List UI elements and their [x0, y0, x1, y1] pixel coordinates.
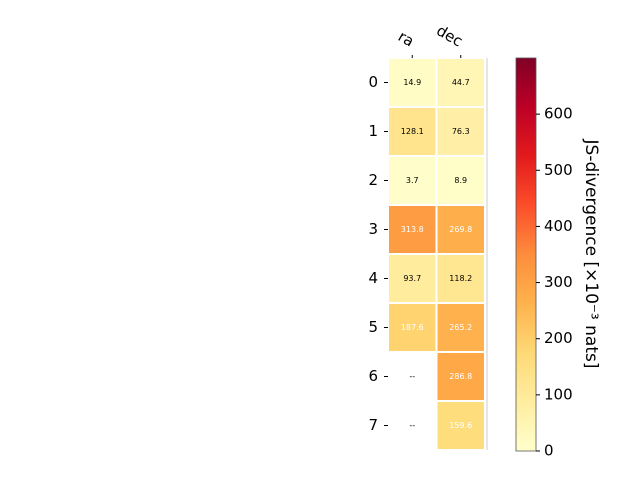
row-label: 6 — [368, 367, 378, 385]
column-label: dec — [433, 21, 465, 50]
heatmap-cell — [437, 157, 484, 204]
cell-value-label: 187.6 — [401, 323, 424, 332]
colorbar-tick-label: 0 — [544, 442, 554, 460]
row-label: 1 — [368, 122, 378, 140]
column-label: ra — [395, 27, 417, 50]
cell-value-label: 286.8 — [449, 372, 472, 381]
cell-value-label: -- — [409, 421, 415, 430]
colorbar-tick-label: 600 — [544, 105, 573, 123]
heatmap-cell — [437, 255, 484, 302]
cell-value-label: 93.7 — [403, 274, 421, 283]
heatmap-cell — [389, 157, 436, 204]
colorbar-tick-label: 500 — [544, 161, 573, 179]
row-label: 5 — [368, 318, 378, 336]
cell-value-label: 128.1 — [401, 127, 424, 136]
heatmap-cell — [389, 206, 436, 253]
row-label: 2 — [368, 171, 378, 189]
colorbar-label: JS-divergence [×10⁻³ nats] — [581, 139, 601, 369]
colorbar-tick-label: 400 — [544, 217, 573, 235]
heatmap-cell — [437, 402, 484, 449]
colorbar-tick-label: 300 — [544, 273, 573, 291]
cell-value-label: 14.9 — [403, 78, 421, 87]
heatmap-cell — [437, 353, 484, 400]
cell-value-label: 3.7 — [406, 176, 419, 185]
heatmap-cell — [389, 59, 436, 106]
heatmap-cell — [437, 59, 484, 106]
heatmap-cell — [437, 304, 484, 351]
heatmap-cell — [389, 108, 436, 155]
heatmap-cell — [437, 206, 484, 253]
row-label: 0 — [368, 73, 378, 91]
colorbar: 0 100 200 300 400 500 600 JS-divergence [×10⁻³… — [515, 57, 601, 460]
cell-value-label: 313.8 — [401, 225, 424, 234]
heatmap-cells: 14.9 44.7 128.1 76.3 3.7 8.9 313.8 269.8 93.7 118… — [389, 58, 488, 450]
cell-value-label: 265.2 — [449, 323, 472, 332]
column-labels: ra dec — [395, 21, 466, 58]
cell-value-label: 118.2 — [449, 274, 472, 283]
row-label: 7 — [368, 416, 378, 434]
cell-value-label: 269.8 — [449, 225, 472, 234]
colorbar-tick-label: 100 — [544, 385, 573, 403]
cell-value-label: -- — [409, 372, 415, 381]
row-label: 4 — [368, 269, 378, 287]
cell-value-label: 8.9 — [454, 176, 467, 185]
cell-value-label: 159.6 — [449, 421, 472, 430]
cell-value-label: 44.7 — [452, 78, 470, 87]
heatmap-cell — [389, 255, 436, 302]
colorbar-ticks: 0 100 200 300 400 500 600 — [536, 105, 573, 460]
row-label: 3 — [368, 220, 378, 238]
colorbar-tick-label: 200 — [544, 329, 573, 347]
heatmap-cell — [437, 108, 484, 155]
row-labels: 0 1 2 3 4 5 6 7 — [368, 73, 388, 434]
colorbar-gradient — [515, 57, 537, 452]
cell-value-label: 76.3 — [452, 127, 470, 136]
heatmap-cell — [389, 304, 436, 351]
